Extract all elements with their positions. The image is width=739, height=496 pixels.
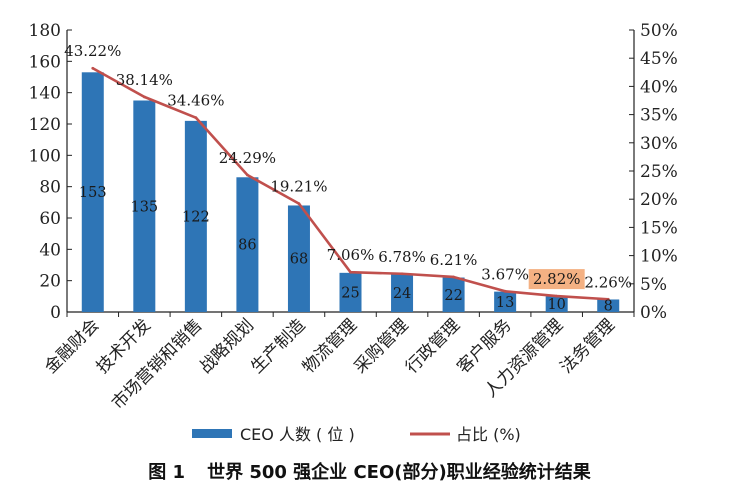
y-right-tick-label: 30% xyxy=(640,134,678,154)
y-left-tick-label: 0 xyxy=(50,303,61,323)
line-point xyxy=(503,289,507,293)
bar xyxy=(339,272,362,312)
figure-caption: 图 1 世界 500 强企业 CEO(部分)职业经验统计结果 xyxy=(0,458,739,484)
y-left-tick-label: 20 xyxy=(39,272,61,292)
category-label: 法务管理 xyxy=(557,315,619,377)
line-point xyxy=(297,202,301,206)
bar-value-label: 10 xyxy=(547,297,565,313)
bar-value-label: 135 xyxy=(130,199,158,215)
bar xyxy=(442,277,465,312)
y-right-tick-label: 35% xyxy=(640,106,678,126)
y-right-tick-label: 45% xyxy=(640,49,678,69)
bar-value-label: 25 xyxy=(341,285,359,301)
line-point xyxy=(194,116,198,120)
bar xyxy=(391,274,414,312)
line-value-label: 7.06% xyxy=(327,246,375,264)
bar xyxy=(545,296,568,312)
category-label: 行政管理 xyxy=(402,315,464,377)
category-label: 战略规划 xyxy=(196,315,258,377)
legend-bar-label: CEO 人数 ( 位 ) xyxy=(240,425,355,444)
bar xyxy=(236,177,259,312)
legend-line-label: 占比 (%) xyxy=(456,425,521,444)
y-right-tick-label: 40% xyxy=(640,77,678,97)
data-labels: 153 135 122 86 68 25 24 22 13 10 8 43.22% 38.14% 34.4… xyxy=(64,42,632,314)
category-label: 采购管理 xyxy=(350,315,412,377)
line-value-label: 2.82% xyxy=(533,270,581,288)
bar xyxy=(494,291,517,312)
bar xyxy=(184,120,207,312)
line-point xyxy=(246,173,249,177)
bar-value-label: 68 xyxy=(290,252,308,268)
bar-series xyxy=(81,72,620,312)
bar-value-label: 13 xyxy=(496,295,514,311)
bar xyxy=(81,72,104,312)
bar-value-label: 22 xyxy=(444,288,462,304)
line-point xyxy=(555,294,559,298)
line-value-label: 38.14% xyxy=(116,71,173,89)
legend: CEO 人数 ( 位 ) 占比 (%) xyxy=(192,425,521,444)
bar xyxy=(287,205,310,312)
line-point xyxy=(452,275,455,279)
bar-value-label: 24 xyxy=(393,286,411,302)
y-right-tick-label: 5% xyxy=(640,275,667,295)
y-left-tick-label: 140 xyxy=(29,84,61,104)
category-label: 生产制造 xyxy=(247,315,309,377)
y-right-tick-label: 15% xyxy=(640,218,678,238)
bar xyxy=(133,100,156,312)
line-point xyxy=(400,272,404,276)
bar-value-label: 153 xyxy=(79,185,107,201)
y-left-tick-label: 100 xyxy=(29,146,61,166)
y-left-tick-label: 120 xyxy=(29,115,61,135)
line-value-label: 6.78% xyxy=(378,248,426,266)
bar xyxy=(597,299,620,312)
y-left-tick-label: 160 xyxy=(29,52,61,72)
category-labels: 金融财会技术开发市场营销和销售战略规划生产制造物流管理采购管理行政管理客户服务人… xyxy=(41,315,619,413)
category-label: 物流管理 xyxy=(299,315,361,377)
y-right-tick-label: 50% xyxy=(640,21,678,41)
y-left-tick-label: 60 xyxy=(39,209,61,229)
line-series xyxy=(91,66,610,301)
combo-chart: 0 20 40 60 80 100 120 140 160 180 0% 5% 10% 15% 20% 25%… xyxy=(29,21,678,444)
line-value-label: 43.22% xyxy=(64,42,121,60)
y-left-tick-label: 180 xyxy=(29,21,61,41)
y-left-tick-label: 80 xyxy=(39,178,61,198)
line-point xyxy=(142,95,146,99)
category-label: 金融财会 xyxy=(41,315,103,377)
line-value-label: 19.21% xyxy=(270,178,327,196)
line-value-label: 3.67% xyxy=(481,265,529,283)
highlight-box xyxy=(528,269,585,290)
line-value-label: 2.26% xyxy=(584,273,632,291)
figure-number: 图 1 xyxy=(148,462,186,483)
line-value-label: 24.29% xyxy=(219,149,276,167)
y-right-tick-label: 0% xyxy=(640,303,667,323)
category-label: 市场营销和销售 xyxy=(108,315,206,413)
line-point xyxy=(606,297,610,301)
y-left-tick-label: 40 xyxy=(39,240,61,260)
line-value-label: 6.21% xyxy=(430,251,478,269)
bar-value-label: 86 xyxy=(238,238,256,254)
y-right-tick-label: 10% xyxy=(640,247,678,267)
y-right-tick-label: 25% xyxy=(640,162,678,182)
figure-title: 世界 500 强企业 CEO(部分)职业经验统计结果 xyxy=(207,462,591,483)
line-value-label: 34.46% xyxy=(167,92,224,110)
legend-bar-swatch xyxy=(192,429,232,438)
line-point xyxy=(91,66,95,70)
bar-value-label: 122 xyxy=(182,209,210,225)
bar-value-label: 8 xyxy=(604,299,613,315)
chart-axes: 0 20 40 60 80 100 120 140 160 180 0% 5% 10% 15% 20% 25%… xyxy=(29,21,678,323)
line-point xyxy=(349,270,352,274)
y-right-tick-label: 20% xyxy=(640,190,678,210)
